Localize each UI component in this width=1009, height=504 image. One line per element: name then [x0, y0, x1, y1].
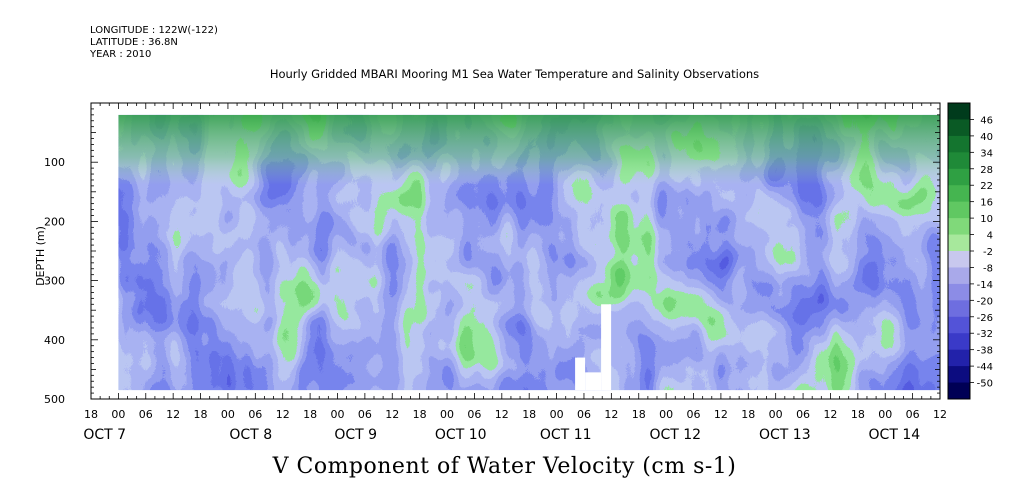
colorbar-label: 40 [980, 132, 993, 143]
x-day-label: OCT 11 [540, 427, 592, 443]
colorbar-label: -8 [983, 263, 993, 274]
colorbar-cell [948, 119, 970, 137]
colorbar-cell [948, 218, 970, 236]
colorbar-cell [948, 366, 970, 384]
x-tick-label: 18 [632, 408, 646, 421]
x-tick-label: 18 [413, 408, 427, 421]
missing-data [585, 372, 602, 391]
colorbar-label: 28 [980, 165, 993, 176]
x-tick-label: 12 [714, 408, 728, 421]
x-tick-label: 00 [440, 408, 454, 421]
x-tick-label: 06 [796, 408, 810, 421]
x-tick-label: 12 [495, 408, 509, 421]
x-tick-label: 18 [303, 408, 317, 421]
colorbar-label: 10 [980, 214, 993, 225]
x-day-label: OCT 13 [759, 427, 811, 443]
colorbar-label: 22 [980, 181, 993, 192]
x-tick-label: 12 [933, 408, 947, 421]
x-day-label: OCT 12 [649, 427, 701, 443]
x-tick-label: 06 [577, 408, 591, 421]
x-tick-label: 00 [550, 408, 564, 421]
colorbar-cell [948, 201, 970, 219]
colorbar-label: -44 [977, 362, 993, 373]
colorbar-cell [948, 267, 970, 285]
colorbar-label: 16 [980, 198, 993, 209]
x-tick-label: 06 [687, 408, 701, 421]
x-day-label: OCT 14 [869, 427, 921, 443]
colorbar-label: -26 [977, 313, 993, 324]
chart-title: Hourly Gridded MBARI Mooring M1 Sea Wate… [269, 67, 760, 81]
surface-band [118, 114, 941, 185]
colorbar-label: -38 [977, 346, 993, 357]
y-tick-label: 300 [44, 275, 65, 288]
x-tick-label: 12 [276, 408, 290, 421]
x-tick-label: 12 [823, 408, 837, 421]
x-tick-label: 00 [878, 408, 892, 421]
x-tick-label: 12 [604, 408, 618, 421]
x-tick-label: 00 [221, 408, 235, 421]
y-axis-label: DEPTH (m) [34, 226, 47, 286]
x-tick-label: 06 [248, 408, 262, 421]
y-tick-label: 400 [44, 334, 65, 347]
x-tick-label: 18 [84, 408, 98, 421]
longitude-label: LONGITUDE : 122W(-122) [90, 25, 218, 36]
x-tick-label: 00 [330, 408, 344, 421]
x-tick-label: 00 [111, 408, 125, 421]
latitude-label: LATITUDE : 36.8N [90, 37, 178, 48]
colorbar-caption: V Component of Water Velocity (cm s-1) [272, 454, 737, 479]
heatmap-field [118, 114, 941, 391]
colorbar-cell [948, 382, 970, 400]
year-label: YEAR : 2010 [90, 49, 152, 60]
colorbar-cell [948, 103, 970, 120]
missing-data [575, 357, 586, 391]
x-tick-label: 18 [851, 408, 865, 421]
colorbar-label: 34 [980, 148, 993, 159]
colorbar-cell [948, 349, 970, 367]
x-tick-label: 18 [522, 408, 536, 421]
x-tick-label: 06 [358, 408, 372, 421]
missing-data [601, 304, 612, 391]
x-day-label: OCT 10 [435, 427, 487, 443]
x-tick-label: 12 [385, 408, 399, 421]
colorbar-cell [948, 283, 970, 301]
colorbar-cell [948, 333, 970, 351]
y-tick-label: 500 [44, 393, 65, 406]
colorbar-cell [948, 300, 970, 318]
colorbar-cell [948, 234, 970, 252]
colorbar-label: -32 [977, 329, 993, 340]
x-day-label: OCT 7 [83, 427, 126, 443]
x-tick-label: 06 [467, 408, 481, 421]
x-tick-label: 18 [194, 408, 208, 421]
colorbar-cell [948, 152, 970, 170]
colorbar-label: 4 [987, 231, 993, 242]
x-day-label: OCT 9 [334, 427, 377, 443]
colorbar-label: -14 [977, 280, 993, 291]
colorbar-cell [948, 185, 970, 203]
colorbar-label: -20 [977, 296, 993, 307]
colorbar-cell [948, 251, 970, 268]
colorbar-label: -2 [983, 247, 993, 258]
colorbar-label: -50 [977, 379, 993, 390]
x-tick-label: 06 [906, 408, 920, 421]
y-tick-label: 200 [44, 215, 65, 228]
x-day-label: OCT 8 [229, 427, 272, 443]
x-tick-label: 18 [741, 408, 755, 421]
x-tick-label: 00 [659, 408, 673, 421]
colorbar: 46 40 34 28 22 16 10 4 -2 -8 -14 -20 -26 -32 -38 -44 -50 [947, 102, 993, 400]
x-tick-label: 12 [166, 408, 180, 421]
x-tick-label: 00 [769, 408, 783, 421]
colorbar-label: 46 [980, 115, 993, 126]
colorbar-cell [948, 168, 970, 186]
colorbar-cell [948, 135, 970, 153]
colorbar-cell [948, 316, 970, 334]
x-tick-label: 06 [139, 408, 153, 421]
y-tick-label: 100 [44, 156, 65, 169]
